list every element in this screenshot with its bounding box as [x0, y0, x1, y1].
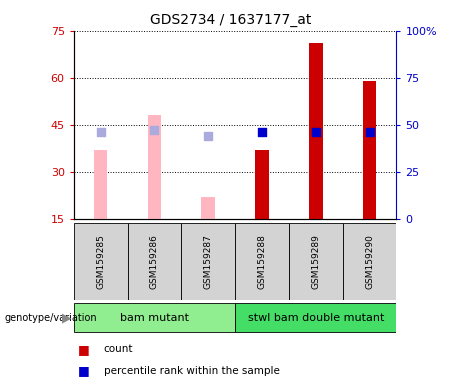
FancyBboxPatch shape	[74, 303, 235, 333]
Bar	[309, 43, 323, 219]
Text: count: count	[104, 344, 133, 354]
Text: bam mutant: bam mutant	[120, 313, 189, 323]
Bar	[201, 197, 215, 219]
Text: ■: ■	[78, 343, 90, 356]
Text: percentile rank within the sample: percentile rank within the sample	[104, 366, 280, 376]
FancyBboxPatch shape	[235, 303, 396, 333]
Text: GSM159285: GSM159285	[96, 234, 105, 288]
Bar	[363, 81, 376, 219]
Text: GSM159286: GSM159286	[150, 234, 159, 288]
Point	[151, 127, 158, 134]
Text: GSM159287: GSM159287	[204, 234, 213, 288]
Point	[97, 129, 104, 136]
Bar	[94, 150, 107, 219]
FancyBboxPatch shape	[74, 223, 128, 300]
FancyBboxPatch shape	[343, 223, 396, 300]
FancyBboxPatch shape	[181, 223, 235, 300]
Point	[205, 133, 212, 139]
Text: GSM159289: GSM159289	[311, 234, 320, 288]
Text: GDS2734 / 1637177_at: GDS2734 / 1637177_at	[150, 13, 311, 27]
Bar	[255, 150, 269, 219]
Text: GSM159290: GSM159290	[365, 234, 374, 288]
Text: ■: ■	[78, 364, 90, 377]
Bar	[148, 116, 161, 219]
Text: GSM159288: GSM159288	[258, 234, 266, 288]
FancyBboxPatch shape	[289, 223, 343, 300]
Text: genotype/variation: genotype/variation	[5, 313, 97, 323]
Text: stwl bam double mutant: stwl bam double mutant	[248, 313, 384, 323]
Point	[258, 129, 266, 136]
Text: ▶: ▶	[62, 311, 71, 324]
FancyBboxPatch shape	[128, 223, 181, 300]
Point	[366, 129, 373, 136]
FancyBboxPatch shape	[235, 223, 289, 300]
Point	[312, 129, 319, 136]
